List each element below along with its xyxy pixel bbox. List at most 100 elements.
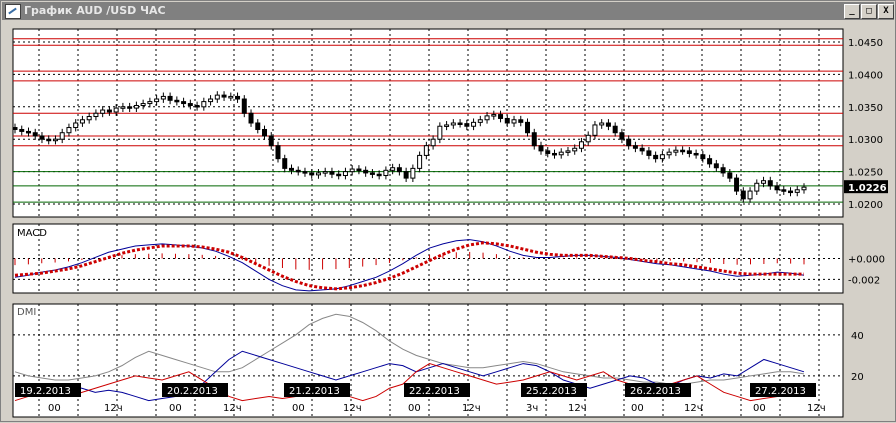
candle [686,150,692,154]
candle [558,151,564,156]
candle [612,125,618,134]
candle [52,138,58,142]
window-title: График AUD /USD ЧАС [24,4,166,17]
candle [761,180,767,184]
candle [417,154,423,169]
hour-label: 00 [408,403,421,414]
dmi-axis: 40 20 [851,331,864,383]
candle [477,119,483,123]
candle [396,167,402,173]
candle [578,141,584,149]
candle [572,147,578,152]
candle [673,149,679,153]
candle [208,98,214,103]
candle [329,171,335,175]
candle [100,109,106,114]
macd-tick-label: -0.002 [848,275,880,286]
candle [659,154,665,160]
candle [19,128,25,132]
hour-label: 12ч [807,403,826,414]
candle [174,99,180,103]
candle [73,122,79,129]
candle [390,167,396,171]
candle [255,122,261,130]
price-panel [12,28,844,218]
candle [295,169,301,173]
candle [565,150,571,153]
candle [707,158,713,165]
date-label-box [15,383,81,397]
candle [39,135,45,140]
hour-label: 12ч [223,403,242,414]
macd-axis: +0.000 -0.002 [848,255,885,287]
candle [754,182,760,192]
candle [66,127,72,134]
candle [437,125,443,140]
candle [653,154,659,160]
candle [774,185,780,191]
candle [518,119,524,123]
candle [268,135,274,147]
candle [79,119,85,124]
date-label: 19.2.2013 [20,386,71,397]
candle [794,189,800,193]
candle [46,138,52,142]
candle [680,149,686,153]
candle [113,107,119,113]
candle [599,122,605,126]
candle [740,190,746,200]
dmi-title: DMI [17,307,36,318]
grid-lines [13,29,843,417]
price-tick-label: 1.0250 [848,168,883,179]
hour-label: 12ч [343,403,362,414]
candle [181,101,187,105]
candle [639,147,645,152]
candle [801,186,807,191]
candle [788,190,794,194]
candle [713,163,719,169]
candle [538,145,544,152]
candle [154,98,160,103]
candle [525,121,531,134]
hour-label: 12ч [104,403,123,414]
candle [511,119,517,124]
candle [25,130,31,134]
hour-label: 00 [48,403,61,414]
date-label-box [750,383,816,397]
candle [262,128,268,137]
candle [727,172,733,179]
candle [349,168,355,173]
candle [235,95,241,100]
candle [545,150,551,154]
candle [444,124,450,127]
macd-tick-label: +0.000 [848,255,885,266]
price-tick-label: 1.0450 [848,38,883,49]
candle [160,95,166,100]
candle [194,104,200,108]
candle [167,95,173,101]
candle [93,112,99,118]
price-tick-label: 1.0400 [848,70,883,81]
title-bar[interactable]: График AUD /USD ЧАС _ □ X [2,2,894,20]
candle [605,122,611,127]
price-tick-label: 1.0300 [848,135,883,146]
candle [592,124,598,136]
candle [383,169,389,177]
candle [619,132,625,140]
candle [693,152,699,156]
minimize-button[interactable]: _ [844,4,860,19]
hour-label: 12ч [684,403,703,414]
candle [410,167,416,179]
date-label-box [625,383,691,397]
candle [221,94,227,98]
candle [781,189,787,192]
candle [632,145,638,149]
close-button[interactable]: X [878,4,894,19]
maximize-button[interactable]: □ [861,4,877,19]
candle [369,172,375,175]
candle [666,151,672,156]
candle [734,177,740,192]
hour-label: 00 [753,403,766,414]
